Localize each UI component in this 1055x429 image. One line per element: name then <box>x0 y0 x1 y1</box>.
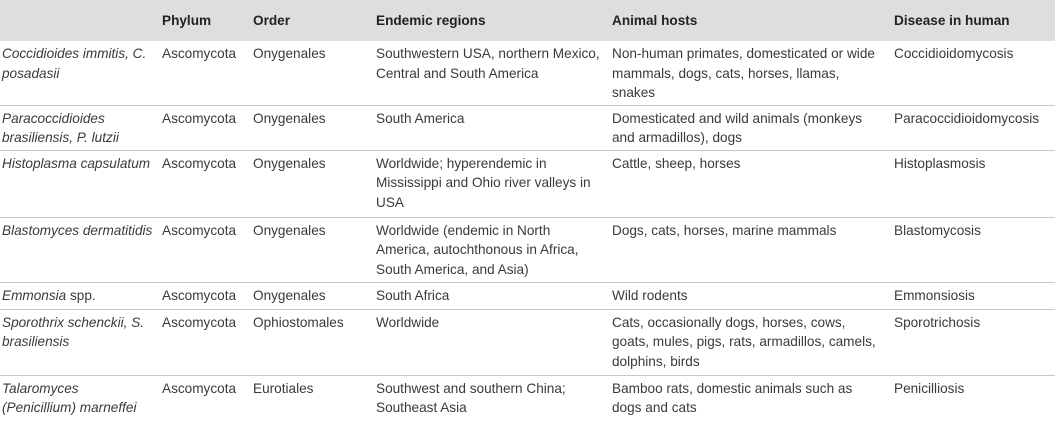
cell-order: Onygenales <box>248 105 371 151</box>
table-row: Histoplasma capsulatum Ascomycota Onygen… <box>0 150 1055 218</box>
cell-species: Blastomyces dermatitidis <box>0 217 157 283</box>
table-row: Coccidioides immitis, C. posadasii Ascom… <box>0 41 1055 106</box>
header-row: Phylum Order Endemic regions Animal host… <box>0 0 1055 41</box>
cell-species: Histoplasma capsulatum <box>0 150 157 218</box>
cell-disease: Sporotrichosis <box>889 309 1055 376</box>
cell-phylum: Ascomycota <box>157 217 248 283</box>
species-name: Histoplasma capsulatum <box>2 155 151 171</box>
cell-endemic-regions: Worldwide; hyperendemic in Mississippi a… <box>371 150 607 218</box>
species-name: Sporothrix schenckii, S. brasiliensis <box>2 314 145 350</box>
cell-animal-hosts: Non-human primates, domesticated or wide… <box>607 41 889 106</box>
table-body: Coccidioides immitis, C. posadasii Ascom… <box>0 41 1055 425</box>
table-row: Emmonsia spp. Ascomycota Onygenales Sout… <box>0 282 1055 310</box>
species-name: Coccidioides immitis, C. posadasii <box>2 46 147 81</box>
header-animal-hosts: Animal hosts <box>612 12 698 28</box>
table-row: Sporothrix schenckii, S. brasiliensis As… <box>0 309 1055 376</box>
cell-disease: Penicilliosis <box>894 380 965 396</box>
species-name: Paracoccidioides brasiliensis, P. lutzii <box>2 110 119 146</box>
cell-phylum: Ascomycota <box>157 309 248 376</box>
cell-species: Paracoccidioides brasiliensis, P. lutzii <box>0 105 157 151</box>
cell-phylum: Ascomycota <box>157 282 248 310</box>
cell-disease: Blastomycosis <box>889 217 1055 283</box>
cell-species: Coccidioides immitis, C. posadasii <box>0 41 157 106</box>
cell-species: Talaromyces (Penicillium) marneffei <box>0 375 157 425</box>
header-order: Order <box>253 12 291 28</box>
cell-disease: Coccidioidomycosis <box>889 41 1055 106</box>
species-suffix: spp. <box>66 287 96 303</box>
cell-order: Onygenales <box>248 41 371 106</box>
species-name: Emmonsia <box>2 287 67 303</box>
table-header: Phylum Order Endemic regions Animal host… <box>0 0 1055 41</box>
cell-endemic-regions: Worldwide <box>371 309 607 376</box>
header-species <box>0 0 157 41</box>
cell-disease: Paracoccidioidomycosis <box>889 105 1055 151</box>
cell-order: Onygenales <box>248 150 371 218</box>
cell-animal-hosts: Wild rodents <box>607 282 889 310</box>
cell-phylum: Ascomycota <box>157 105 248 151</box>
cell-endemic-regions: Worldwide (endemic in North America, aut… <box>371 217 607 283</box>
cell-phylum: Ascomycota <box>157 150 248 218</box>
cell-endemic-regions: South Africa <box>371 282 607 310</box>
cell-order: Eurotiales <box>253 380 314 396</box>
table-row: Paracoccidioides brasiliensis, P. lutzii… <box>0 105 1055 151</box>
cell-disease: Histoplasmosis <box>889 150 1055 218</box>
header-endemic-regions: Endemic regions <box>376 12 486 28</box>
header-phylum: Phylum <box>162 12 212 28</box>
cell-phylum: Ascomycota <box>157 41 248 106</box>
cell-endemic-regions: Southwestern USA, northern Mexico, Centr… <box>371 41 607 106</box>
table-row: Talaromyces (Penicillium) marneffei Asco… <box>0 375 1055 425</box>
cell-endemic-regions: South America <box>371 105 607 151</box>
cell-disease: Emmonsiosis <box>889 282 1055 310</box>
cell-species: Emmonsia spp. <box>0 282 157 310</box>
cell-phylum: Ascomycota <box>162 380 237 396</box>
cell-endemic-regions: Southwest and southern China; Southeast … <box>376 380 566 416</box>
cell-order: Onygenales <box>248 217 371 283</box>
cell-order: Onygenales <box>248 282 371 310</box>
cell-animal-hosts: Dogs, cats, horses, marine mammals <box>607 217 889 283</box>
cell-animal-hosts: Cattle, sheep, horses <box>607 150 889 218</box>
cell-species: Sporothrix schenckii, S. brasiliensis <box>0 309 157 376</box>
species-name: Talaromyces (Penicillium) marneffei <box>2 380 137 416</box>
header-disease-in-human: Disease in human <box>894 12 1010 28</box>
species-name: Blastomyces dermatitidis <box>2 222 153 238</box>
cell-order: Ophiostomales <box>248 309 371 376</box>
cell-animal-hosts: Cats, occasionally dogs, horses, cows, g… <box>607 309 889 376</box>
table-row: Blastomyces dermatitidis Ascomycota Onyg… <box>0 217 1055 283</box>
cell-animal-hosts: Domesticated and wild animals (monkeys a… <box>607 105 889 151</box>
cell-animal-hosts: Bamboo rats, domestic animals such as do… <box>612 380 853 416</box>
